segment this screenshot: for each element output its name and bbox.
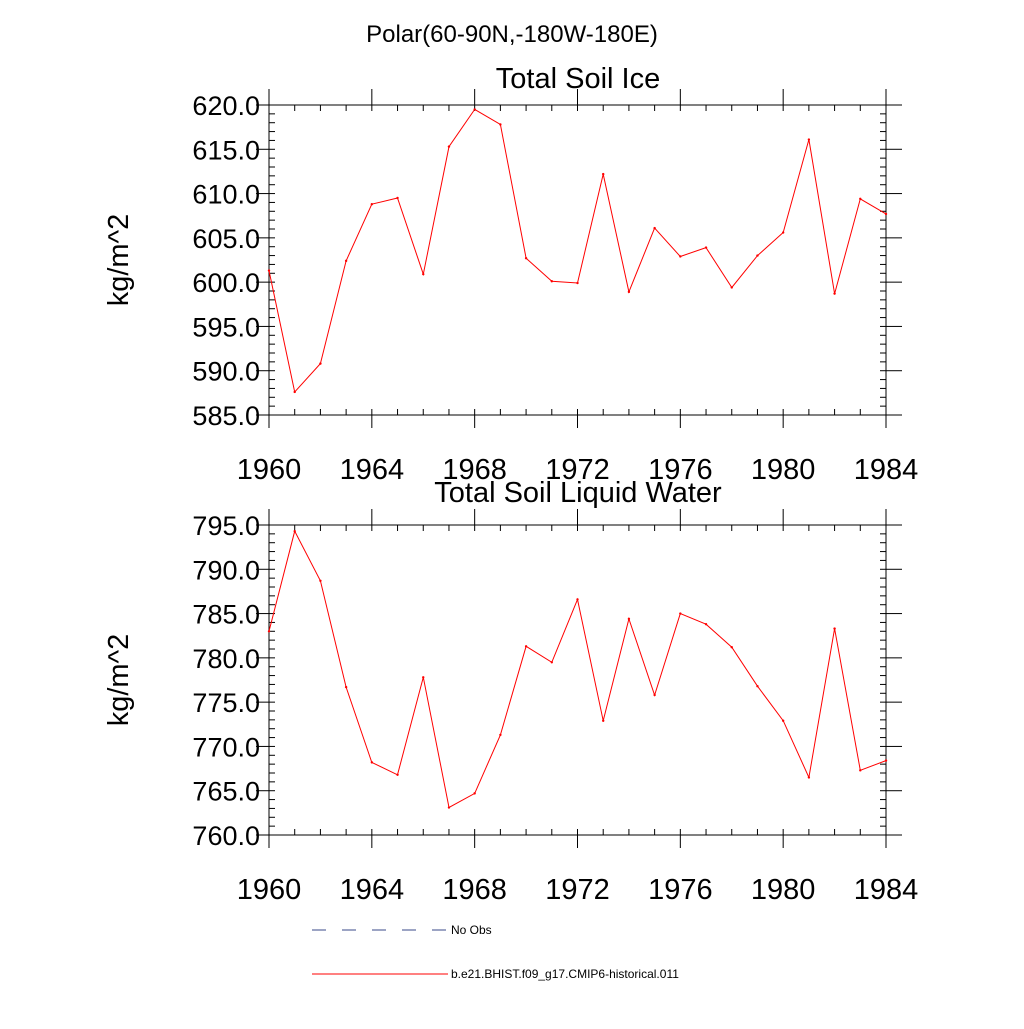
data-point bbox=[370, 761, 374, 764]
data-point bbox=[524, 257, 528, 260]
y-tick-label: 620.0 bbox=[192, 91, 260, 121]
series-line bbox=[268, 529, 887, 809]
data-point bbox=[576, 281, 579, 285]
legend-no-obs-label: No Obs bbox=[451, 923, 492, 937]
data-point bbox=[524, 645, 528, 648]
data-point bbox=[396, 773, 399, 776]
y-tick-label: 600.0 bbox=[192, 268, 260, 298]
y-tick-label: 790.0 bbox=[192, 555, 260, 585]
data-point bbox=[293, 390, 296, 394]
y-axis-label: kg/m^2 bbox=[103, 634, 135, 727]
data-point bbox=[833, 627, 836, 630]
panel-total-soil-liquid-water: Total Soil Liquid Water kg/m^2 760.0 765.… bbox=[103, 477, 918, 906]
data-point bbox=[602, 719, 605, 722]
y-tick-label: 605.0 bbox=[192, 224, 260, 254]
y-tick-label: 760.0 bbox=[192, 821, 260, 851]
data-point bbox=[781, 231, 785, 234]
data-point bbox=[704, 246, 708, 249]
x-tick-label: 1960 bbox=[237, 874, 302, 906]
data-point bbox=[499, 123, 502, 126]
x-tick-label: 1980 bbox=[751, 454, 816, 486]
y-tick-label: 590.0 bbox=[192, 357, 260, 387]
data-point bbox=[473, 108, 476, 111]
data-point bbox=[447, 806, 451, 809]
data-point bbox=[267, 630, 271, 633]
x-tick-label: 1984 bbox=[854, 874, 919, 906]
data-point bbox=[319, 579, 322, 582]
data-point bbox=[473, 792, 476, 795]
data-point bbox=[807, 776, 811, 779]
data-point bbox=[859, 197, 862, 201]
y-tick-label: 615.0 bbox=[192, 135, 260, 165]
data-point bbox=[653, 226, 656, 230]
data-point bbox=[653, 693, 656, 697]
data-point bbox=[627, 290, 631, 294]
data-point bbox=[499, 733, 502, 737]
y-axis-label: kg/m^2 bbox=[103, 214, 135, 307]
data-point bbox=[447, 145, 451, 148]
data-point bbox=[884, 759, 888, 762]
data-point bbox=[422, 272, 425, 276]
panel-title: Total Soil Liquid Water bbox=[434, 477, 722, 509]
data-point bbox=[730, 286, 733, 289]
data-point bbox=[756, 254, 759, 257]
x-tick-label: 1972 bbox=[545, 874, 610, 906]
data-point bbox=[370, 203, 374, 206]
data-point bbox=[807, 138, 811, 141]
x-tick-label: 1976 bbox=[648, 454, 713, 486]
y-tick-label: 610.0 bbox=[192, 180, 260, 210]
plot-frame bbox=[268, 524, 887, 836]
y-tick-label: 795.0 bbox=[192, 511, 260, 541]
legend-model-label: b.e21.BHIST.f09_g17.CMIP6-historical.011 bbox=[451, 967, 679, 981]
figure-title: Polar(60-90N,-180W-180E) bbox=[366, 21, 658, 48]
data-point bbox=[550, 280, 553, 283]
x-tick-label: 1960 bbox=[237, 454, 302, 486]
data-point bbox=[576, 598, 579, 601]
data-point bbox=[833, 292, 836, 295]
plot-frame bbox=[268, 104, 887, 416]
y-tick-label: 770.0 bbox=[192, 732, 260, 762]
y-tick-label: 585.0 bbox=[192, 401, 260, 431]
data-point bbox=[781, 719, 785, 722]
y-tick-label: 785.0 bbox=[192, 600, 260, 630]
legend: No Obs b.e21.BHIST.f09_g17.CMIP6-histori… bbox=[312, 923, 679, 981]
data-point bbox=[267, 269, 271, 272]
x-tick-label: 1976 bbox=[648, 874, 713, 906]
data-point bbox=[756, 685, 759, 688]
y-tick-label: 765.0 bbox=[192, 777, 260, 807]
data-point bbox=[344, 259, 348, 263]
x-tick-label: 1980 bbox=[751, 874, 816, 906]
panel-total-soil-ice: Total Soil Ice kg/m^2 585.0590.0595.0600… bbox=[103, 63, 918, 486]
data-point bbox=[422, 676, 425, 679]
y-tick-label: 780.0 bbox=[192, 644, 260, 674]
data-point bbox=[344, 685, 348, 689]
data-point bbox=[679, 612, 682, 615]
x-tick-label: 1984 bbox=[854, 454, 919, 486]
x-tick-label: 1968 bbox=[442, 454, 507, 486]
data-point bbox=[679, 255, 682, 258]
y-tick-label: 775.0 bbox=[192, 688, 260, 718]
data-point bbox=[730, 646, 733, 649]
data-point bbox=[550, 661, 553, 664]
x-tick-label: 1968 bbox=[442, 874, 507, 906]
series-line bbox=[268, 108, 887, 394]
y-tick-label: 595.0 bbox=[192, 312, 260, 342]
x-tick-label: 1972 bbox=[545, 454, 610, 486]
data-point bbox=[396, 196, 399, 200]
data-point bbox=[859, 769, 862, 772]
data-point bbox=[293, 530, 296, 533]
x-tick-label: 1964 bbox=[340, 874, 405, 906]
data-point bbox=[884, 212, 888, 216]
data-point bbox=[627, 617, 631, 621]
data-point bbox=[602, 172, 605, 176]
data-point bbox=[704, 623, 708, 626]
data-point bbox=[319, 362, 322, 365]
x-tick-label: 1964 bbox=[340, 454, 405, 486]
